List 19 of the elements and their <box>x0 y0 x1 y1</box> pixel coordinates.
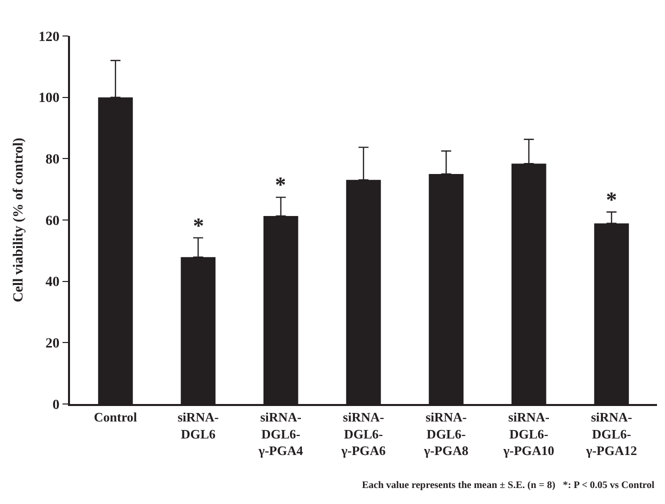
x-tick-label: siRNA- DGL6- γ-PGA10 <box>502 409 554 458</box>
x-tick-label: Control <box>94 409 138 424</box>
y-axis-title: Cell viability (% of control) <box>12 137 27 302</box>
annotation: * <box>606 187 617 212</box>
y-tick-label: 120 <box>38 30 60 45</box>
y-tick-label: 60 <box>45 214 60 229</box>
y-tick-label: 20 <box>45 336 60 352</box>
y-tick-label: 80 <box>45 152 60 168</box>
x-tick-label: siRNA- DGL6- γ-PGA4 <box>258 409 304 458</box>
x-tick-label: siRNA- DGL6- γ-PGA12 <box>585 409 637 458</box>
y-tick-label: 0 <box>52 398 60 413</box>
y-tick-label: 40 <box>45 275 60 290</box>
x-tick-label: siRNA- DGL6- γ-PGA6 <box>340 409 386 458</box>
x-tick-label: siRNA- DGL6 <box>178 409 219 442</box>
annotation: * <box>275 172 286 197</box>
y-tick-label: 100 <box>38 91 60 106</box>
annotation: * <box>193 213 204 238</box>
x-tick-label: siRNA- DGL6- γ-PGA8 <box>423 409 469 458</box>
text: Each value represents the mean ± S.E. (n = 8) *: P < 0.05 vs Control <box>362 480 655 491</box>
